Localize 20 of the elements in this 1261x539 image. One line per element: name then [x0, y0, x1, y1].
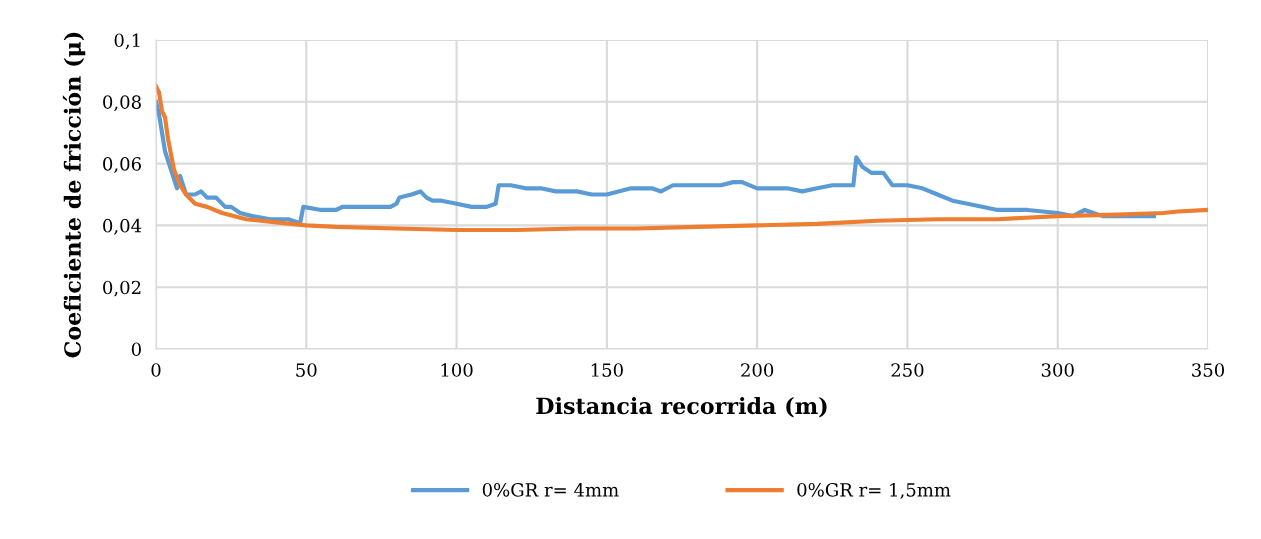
x-tick-label: 50 [296, 363, 317, 377]
line-series [156, 84, 1208, 233]
x-tick-label: 0 [151, 363, 161, 377]
x-tick-label: 250 [891, 363, 924, 377]
y-tick-label: 0,1 [114, 33, 140, 50]
legend-label: 0%GR r= 1,5mm [797, 482, 951, 499]
y-tick-label: 0,04 [103, 218, 142, 235]
x-tick-label: 150 [591, 363, 623, 377]
y-axis-title: Coeficiente de fricción (μ) [62, 32, 86, 358]
x-tick-label: 200 [741, 363, 774, 377]
line-series [156, 99, 1156, 225]
y-tick-label: 0,06 [103, 157, 141, 173]
x-tick-label: 100 [441, 363, 473, 377]
x-axis-title: Distancia recorrida (m) [536, 397, 827, 418]
x-tick-label: 300 [1041, 363, 1074, 377]
x-tick-label: 350 [1192, 363, 1225, 377]
legend-label: 0%GR r= 4mm [482, 482, 619, 497]
y-tick-label: 0 [131, 342, 141, 357]
y-tick-label: 0,02 [103, 280, 141, 297]
y-tick-label: 0,08 [103, 95, 141, 112]
